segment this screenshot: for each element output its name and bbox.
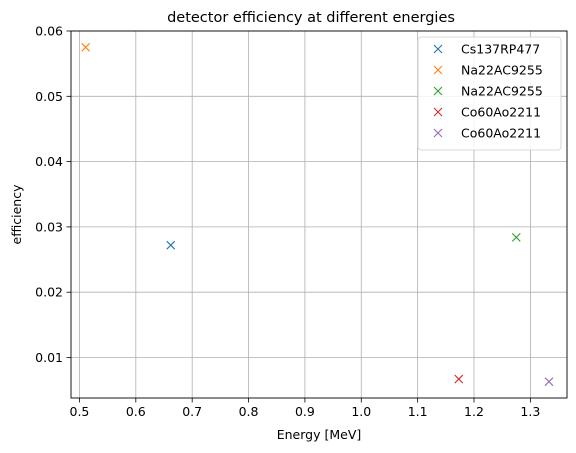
y-tick-label: 0.05 <box>35 89 63 104</box>
x-axis-ticks: 0.5 0.6 0.7 0.8 0.9 1.0 1.1 1.2 1.3 <box>70 398 540 419</box>
data-point-series-0 <box>166 240 176 250</box>
y-tick-label: 0.02 <box>35 285 63 300</box>
x-tick-label: 1.3 <box>520 404 540 419</box>
x-tick-label: 0.5 <box>70 404 90 419</box>
data-point-series-1 <box>81 42 91 52</box>
y-tick-label: 0.03 <box>35 219 63 234</box>
x-tick-label: 1.0 <box>351 404 371 419</box>
y-tick-label: 0.01 <box>35 350 63 365</box>
chart-title: detector efficiency at different energie… <box>167 10 455 26</box>
x-tick-label: 1.1 <box>408 404 428 419</box>
plot-frame <box>70 30 568 399</box>
y-tick-label: 0.04 <box>35 154 63 169</box>
legend-marker <box>433 65 443 75</box>
legend-label: Co60Ao2211 <box>461 126 541 141</box>
data-point-series-4 <box>544 377 554 387</box>
data-point-series-2 <box>511 232 521 242</box>
legend: Cs137RP477 Na22AC9255 Na22AC9255 Co60Ao2211… <box>417 36 562 151</box>
legend-marker <box>433 107 443 117</box>
legend-label: Co60Ao2211 <box>461 105 541 120</box>
x-tick-label: 0.7 <box>182 404 202 419</box>
x-tick-label: 0.6 <box>126 404 146 419</box>
legend-label: Cs137RP477 <box>461 42 540 57</box>
legend-label: Na22AC9255 <box>461 84 543 99</box>
legend-marker <box>433 86 443 96</box>
y-axis-label: efficiency <box>9 184 24 245</box>
legend-marker <box>433 44 443 54</box>
data-points <box>81 42 554 387</box>
x-tick-label: 1.2 <box>464 404 484 419</box>
legend-label: Na22AC9255 <box>461 63 543 78</box>
y-axis-ticks: 0.01 0.02 0.03 0.04 0.05 0.06 <box>35 24 71 365</box>
x-axis-label: Energy [MeV] <box>277 427 362 442</box>
legend-box <box>417 36 562 151</box>
data-point-series-3 <box>454 374 464 384</box>
x-tick-label: 0.9 <box>295 404 315 419</box>
y-tick-label: 0.06 <box>35 24 63 39</box>
x-tick-label: 0.8 <box>239 404 259 419</box>
legend-marker <box>433 128 443 138</box>
